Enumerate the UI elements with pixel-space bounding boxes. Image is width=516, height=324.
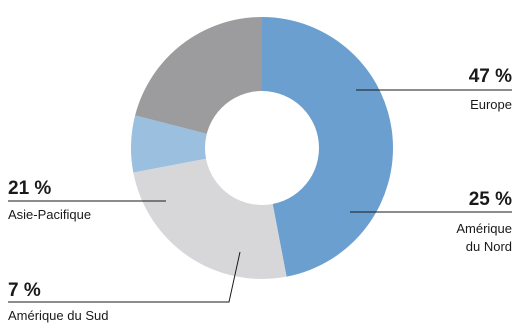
slice-label-amerique-du-sud: Amérique du Sud	[8, 308, 108, 323]
value-label-amerique-du-sud: 7 %	[8, 280, 41, 301]
value-label-asie-pacifique: 21 %	[8, 178, 51, 199]
slice-label-asie-pacifique: Asie-Pacifique	[8, 207, 91, 222]
slice-label-amerique-du-nord-line1: Amérique	[456, 221, 512, 236]
leader-line-amerique-du-sud	[8, 251, 241, 303]
slice-amerique-du-sud	[131, 115, 262, 173]
slice-label-europe: Europe	[470, 97, 512, 112]
slice-label-amerique-du-nord-line2: du Nord	[466, 239, 512, 254]
value-label-europe: 47 %	[469, 66, 512, 87]
donut-hole	[205, 91, 319, 205]
value-label-amerique-du-nord: 25 %	[469, 189, 512, 210]
